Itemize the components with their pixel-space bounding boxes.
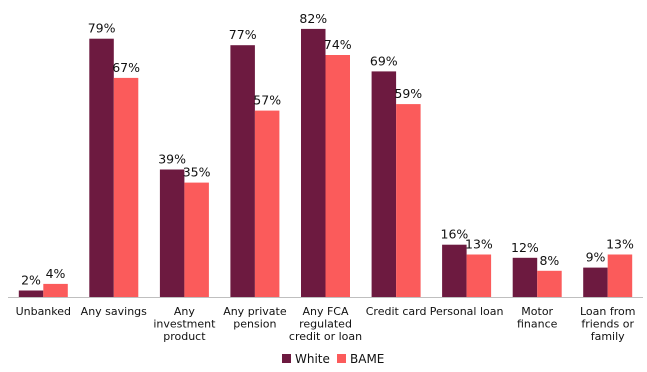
category-label-line: Any private	[223, 305, 287, 318]
legend-swatch-bame	[337, 354, 346, 363]
data-label-bame-0: 4%	[46, 266, 66, 281]
category-label-line: Motor	[521, 305, 553, 318]
legend-swatch-white	[282, 354, 291, 363]
bar-white-2	[159, 169, 185, 297]
category-label-7: Motor finance	[517, 305, 558, 331]
bar-white-6	[442, 244, 467, 297]
category-label-line: product	[163, 330, 206, 343]
bar-bame-0	[43, 283, 68, 297]
legend-label-white: White	[295, 352, 330, 366]
category-label-line: credit or loan	[289, 330, 362, 343]
category-label-line: regulated	[299, 318, 352, 331]
data-label-bame-4: 74%	[324, 37, 352, 52]
bar-white-4	[301, 28, 326, 298]
bars-layer	[18, 28, 633, 298]
bar-bame-7	[537, 270, 562, 297]
data-label-bame-5: 59%	[394, 86, 422, 101]
data-labels-layer: 2% 4%79%67%39%35%77%57%82%74%69%59%16%13%…	[21, 11, 634, 288]
data-label-bame-2: 35%	[183, 165, 211, 180]
bar-bame-5	[396, 104, 421, 297]
data-label-white-7: 12%	[511, 240, 539, 255]
data-label-white-1: 79%	[88, 21, 116, 36]
category-label-line: Any	[174, 305, 195, 318]
category-label-8: Loan from friends or family	[580, 305, 635, 343]
category-label-line: investment	[153, 318, 216, 331]
category-label-line: Loan from	[580, 305, 635, 318]
bar-bame-2	[184, 182, 209, 298]
bar-bame-1	[113, 77, 139, 298]
category-label-1: Any savings	[81, 305, 147, 318]
category-label-line: Unbanked	[16, 305, 71, 318]
category-label-line: pension	[233, 318, 276, 331]
category-label-4: Any FCA regulated credit or loan	[289, 305, 362, 343]
bar-white-7	[512, 257, 538, 297]
category-label-0: Unbanked	[16, 305, 71, 318]
category-label-5: Credit card	[366, 305, 427, 318]
legend-label-bame: BAME	[350, 352, 384, 366]
data-label-white-2: 39%	[158, 152, 186, 167]
data-label-white-4: 82%	[299, 11, 327, 26]
bar-white-5	[371, 71, 397, 298]
data-label-white-3: 77%	[229, 27, 257, 42]
bar-bame-4	[325, 55, 350, 297]
bar-bame-8	[607, 254, 633, 297]
category-label-line: Any savings	[81, 305, 147, 318]
data-label-bame-7: 8%	[539, 253, 559, 268]
data-label-bame-8: 13%	[606, 237, 634, 252]
category-label-line: finance	[517, 318, 558, 331]
category-label-2: Any investment product	[153, 305, 216, 343]
bar-white-8	[583, 267, 608, 297]
category-label-line: friends or	[581, 318, 634, 331]
data-label-bame-3: 57%	[253, 93, 281, 108]
category-label-line: Any FCA	[302, 305, 349, 318]
category-label-line: family	[591, 330, 625, 343]
data-label-bame-1: 67%	[112, 60, 140, 75]
category-labels-layer: Unbanked Any savings Any investment productA…	[16, 305, 636, 343]
data-label-bame-6: 13%	[465, 237, 493, 252]
bar-white-3	[230, 45, 255, 298]
bar-white-1	[89, 38, 114, 297]
legend: White BAME	[282, 352, 384, 366]
data-label-white-8: 9%	[586, 250, 606, 265]
category-label-line: Credit card	[366, 305, 427, 318]
bar-white-0	[18, 290, 44, 297]
category-label-line: Personal loan	[430, 305, 504, 318]
data-label-white-5: 69%	[370, 53, 398, 68]
data-label-white-6: 16%	[441, 227, 469, 242]
data-label-white-0: 2%	[21, 273, 41, 288]
category-label-3: Any private pension	[223, 305, 287, 331]
category-label-6: Personal loan	[430, 305, 504, 318]
bar-bame-6	[466, 254, 492, 297]
bar-bame-3	[254, 110, 280, 297]
